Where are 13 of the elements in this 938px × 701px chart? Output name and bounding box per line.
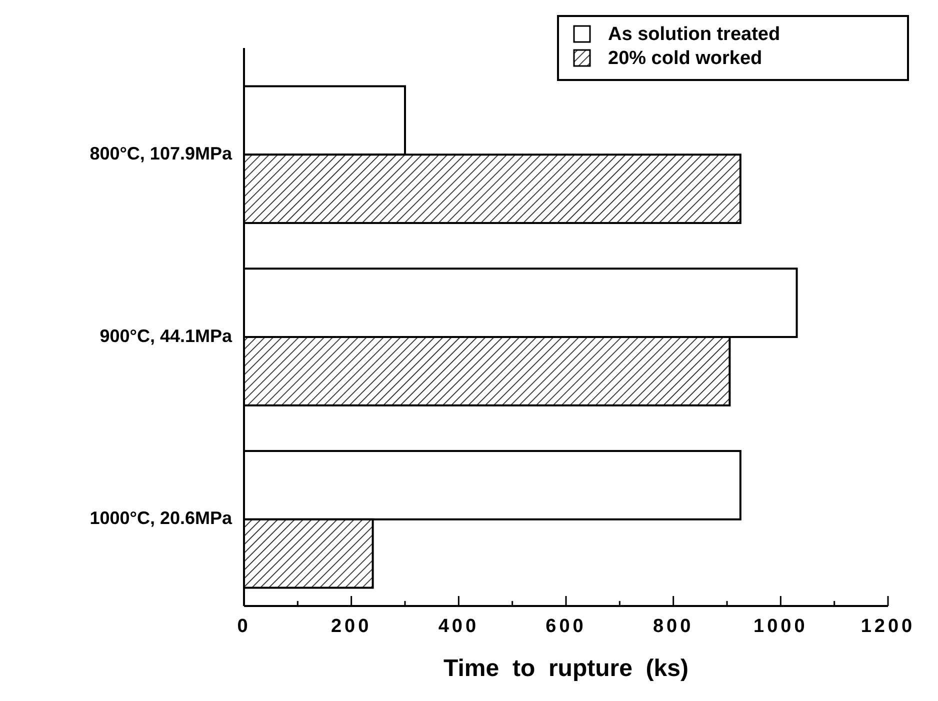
x-tick-label: 800 [652, 616, 694, 637]
y-tick-label: 800°C, 107.9MPa [90, 143, 233, 164]
x-tick-label: 600 [546, 616, 586, 637]
x-tick-label: 1000 [754, 616, 808, 637]
legend-label: As solution treated [608, 24, 780, 45]
legend-label: 20% cold worked [608, 48, 762, 69]
x-tick-label: 200 [330, 616, 372, 637]
x-tick-label: 1200 [860, 616, 916, 637]
x-tick-label: 0 [237, 616, 251, 637]
y-tick-label: 900°C, 44.1MPa [100, 326, 233, 346]
y-tick-label: 1000°C, 20.6MPa [90, 508, 233, 528]
x-tick-label: 400 [438, 616, 480, 637]
x-axis-title: Time to rupture (ks) [444, 655, 688, 682]
